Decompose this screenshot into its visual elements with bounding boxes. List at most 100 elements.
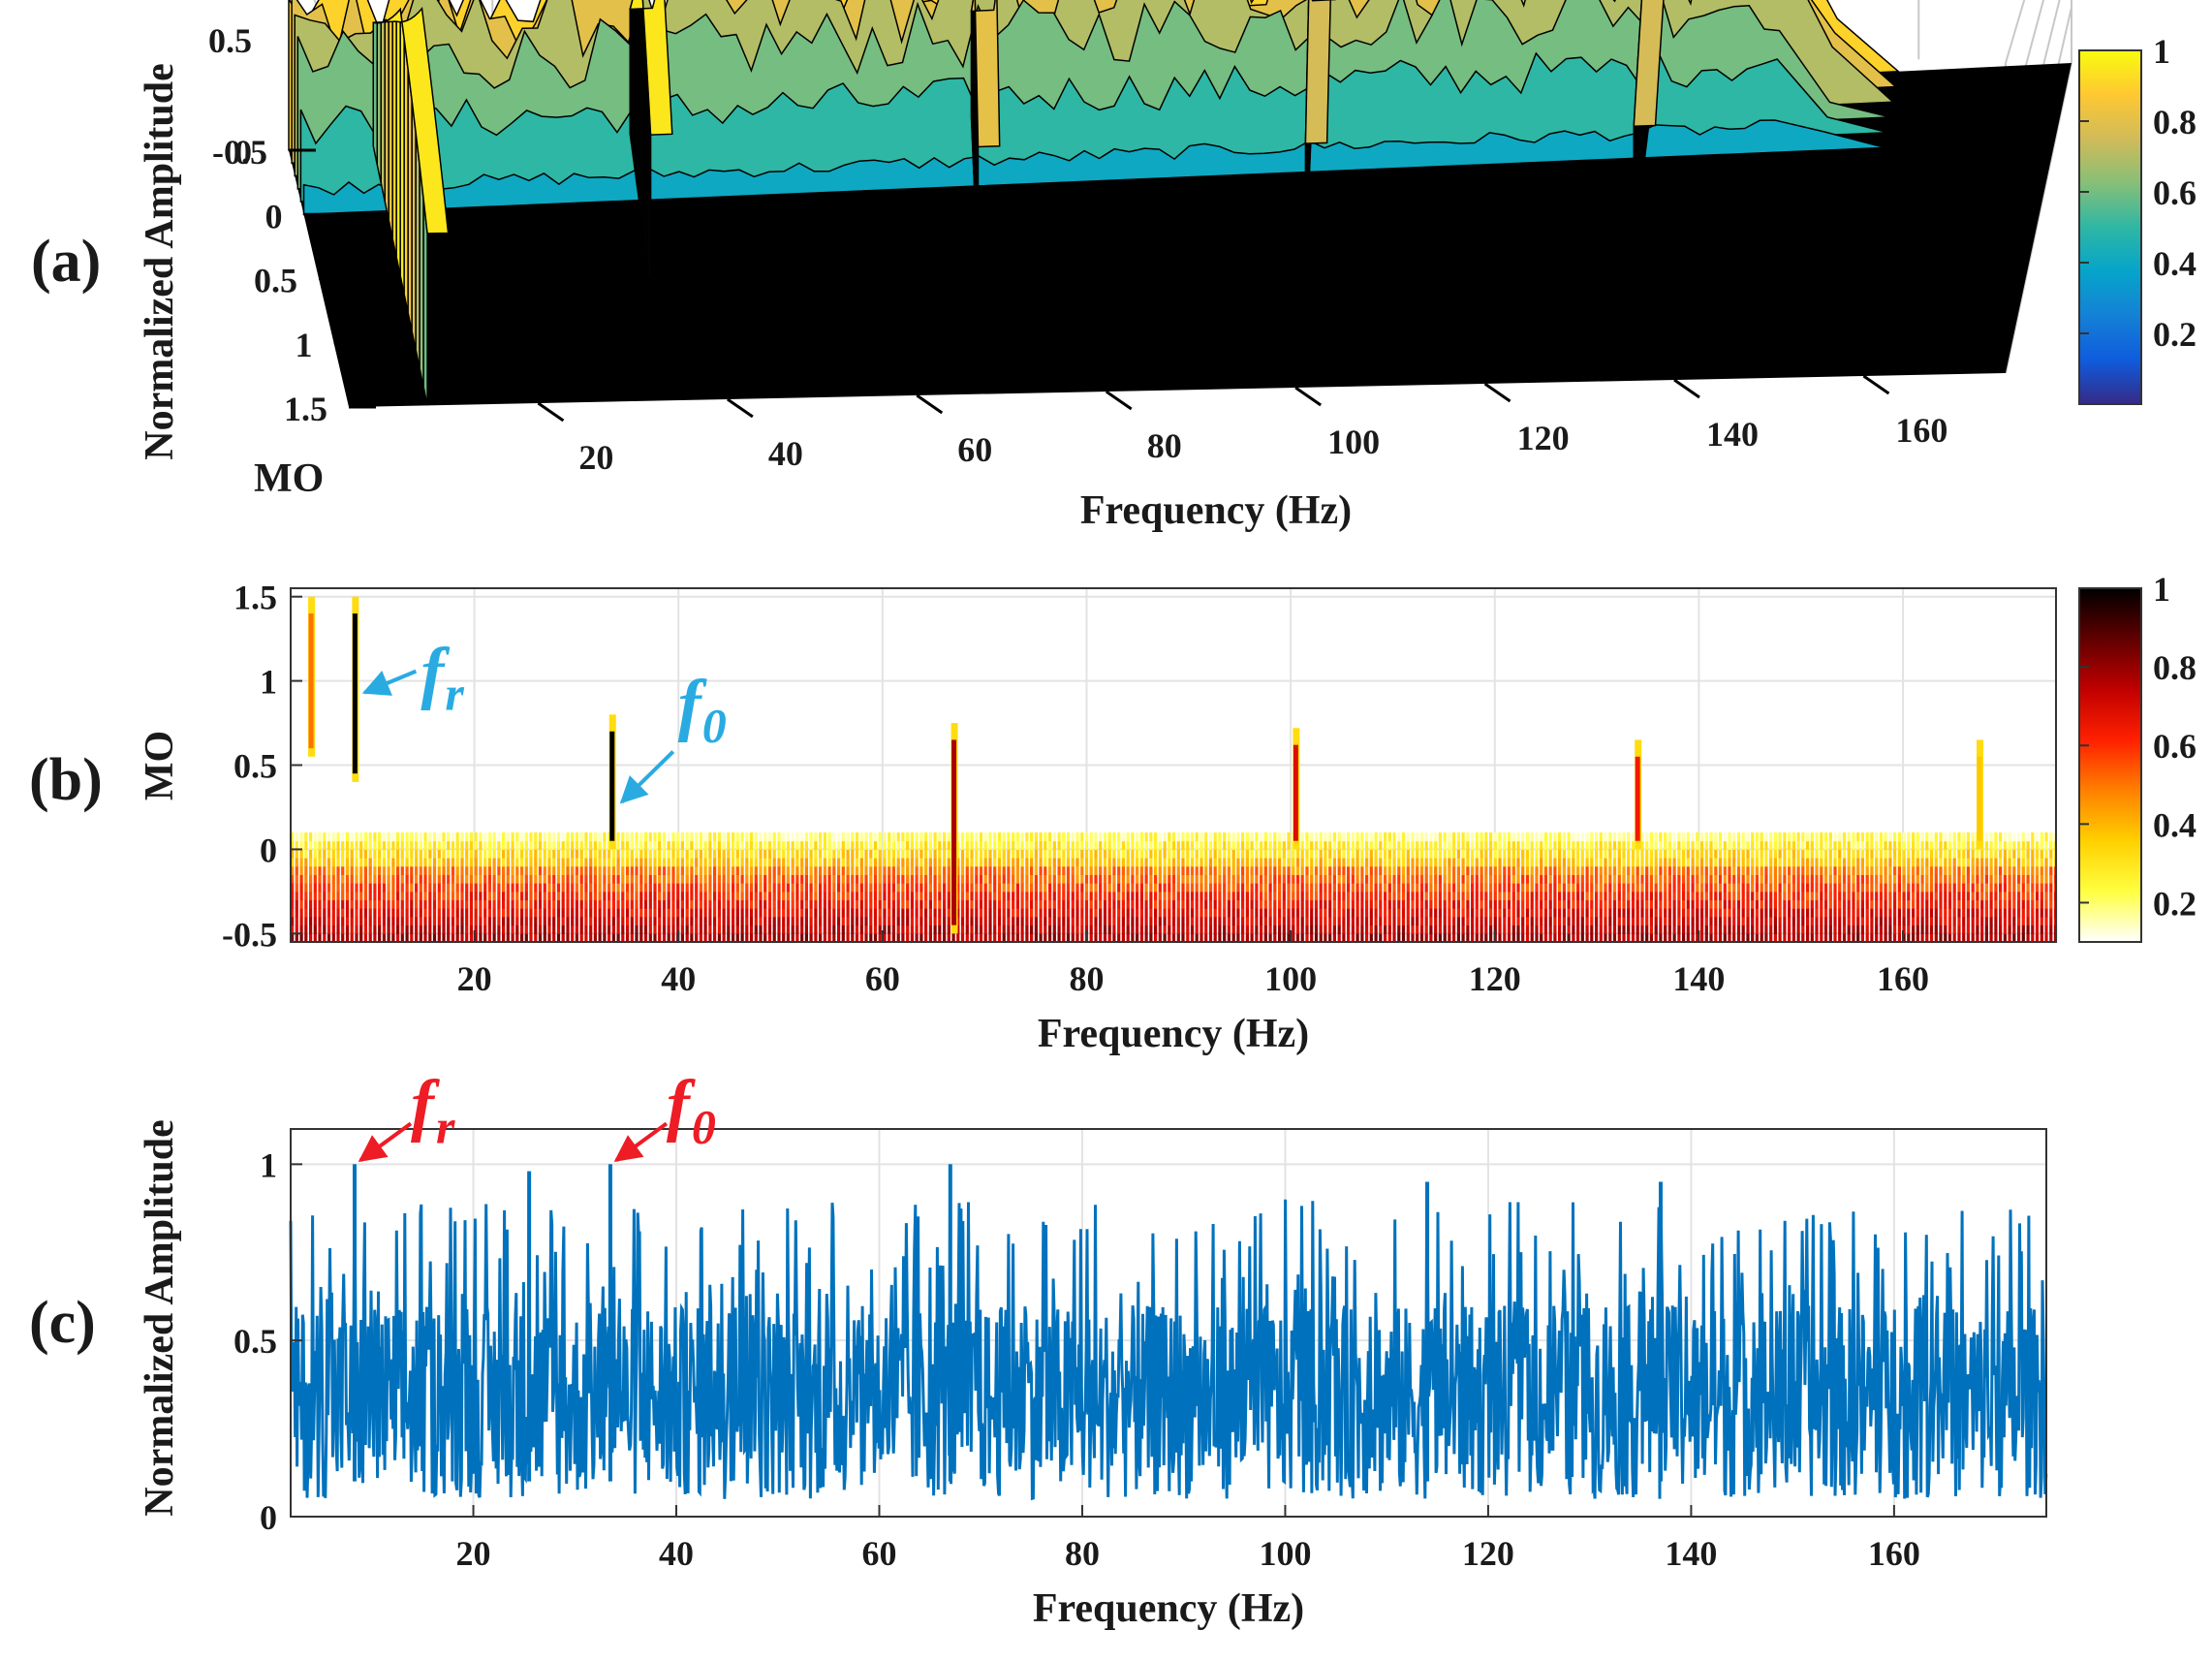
- panel-b-heat-cell: [1163, 933, 1167, 943]
- panel-b-heat-cell: [1548, 840, 1552, 850]
- panel-b-heat-cell: [713, 899, 717, 909]
- panel-b-heat-cell: [1709, 874, 1713, 884]
- panel-b-heat-cell: [1057, 883, 1061, 893]
- panel-b-heat-cell: [1856, 874, 1860, 884]
- panel-b-heat-cell: [520, 908, 524, 918]
- panel-b-heat-cell: [1176, 858, 1180, 867]
- panel-b-heat-cell: [823, 832, 826, 842]
- panel-b-heat-cell: [1328, 865, 1332, 875]
- panel-b-heat-cell: [1944, 908, 1947, 918]
- panel-b-heat-cell: [1227, 865, 1231, 875]
- panel-b-heat-cell: [1916, 899, 1919, 909]
- panel-b-heat-cell: [497, 899, 501, 909]
- panel-b-heat-cell: [777, 883, 781, 893]
- panel-b-heat-cell: [956, 883, 960, 893]
- panel-b-heat-cell: [1190, 865, 1195, 875]
- panel-a-mo-tick-label: 0.5: [254, 262, 297, 300]
- panel-b-heat-cell: [432, 908, 437, 918]
- panel-b-heat-cell: [1062, 849, 1066, 859]
- panel-b-heat-cell: [1783, 874, 1787, 884]
- panel-b-heat-cell: [465, 883, 469, 893]
- panel-b-heat-cell: [1511, 849, 1515, 859]
- panel-b-heat-cell: [1099, 925, 1103, 934]
- panel-b-heat-cell: [1351, 908, 1355, 918]
- panel-b-heat-cell: [814, 925, 818, 934]
- panel-b-heat-cell: [1723, 858, 1727, 867]
- panel-b-heat-cell: [1723, 874, 1727, 884]
- panel-b-heat-cell: [933, 883, 937, 893]
- panel-b-heat-cell: [975, 832, 979, 842]
- panel-b-heat-cell: [1984, 899, 1988, 909]
- panel-b-heat-cell: [1480, 908, 1483, 918]
- panel-b-heat-cell: [1461, 925, 1465, 934]
- panel-b-heat-cell: [671, 899, 675, 909]
- panel-b-heat-cell: [1471, 925, 1475, 934]
- panel-b-heat-cell: [1103, 874, 1107, 884]
- panel-b-heat-cell: [1448, 933, 1451, 943]
- panel-b-heat-cell: [1176, 925, 1180, 934]
- panel-b-heat-cell: [497, 916, 501, 926]
- panel-b-heat-cell: [1741, 832, 1745, 842]
- panel-b-heat-cell: [432, 865, 437, 875]
- panel-b-heat-cell: [1379, 849, 1383, 859]
- panel-b-heat-cell: [1438, 874, 1442, 884]
- panel-b-heat-cell: [432, 874, 437, 884]
- panel-b-heat-cell: [690, 916, 694, 926]
- panel-b-heat-cell: [1475, 916, 1479, 926]
- panel-b-heat-cell: [1273, 849, 1277, 859]
- panel-b-heat-cell: [777, 925, 781, 934]
- panel-b-heat-cell: [1728, 865, 1731, 875]
- panel-b-heat-cell: [1791, 849, 1795, 859]
- panel-b-heat-cell: [1295, 899, 1300, 909]
- panel-b-heat-cell: [763, 916, 767, 926]
- panel-b-heat-cell: [938, 933, 942, 943]
- panel-b-heat-cell: [295, 883, 298, 893]
- panel-b-heat-cell: [309, 874, 313, 884]
- panel-b-heat-cell: [1540, 925, 1543, 934]
- panel-b-heat-cell: [1700, 865, 1704, 875]
- panel-b-heat-cell: [1448, 874, 1451, 884]
- panel-b-heat-cell: [415, 891, 419, 901]
- panel-b-heat-cell: [901, 874, 905, 884]
- panel-b-heat-cell: [345, 865, 350, 875]
- panel-b-heat-cell: [1791, 925, 1795, 934]
- panel-b-heat-cell: [1292, 908, 1295, 918]
- panel-b-heat-cell: [690, 891, 694, 901]
- panel-b-heat-cell: [1833, 899, 1837, 909]
- panel-b-heat-cell: [368, 925, 372, 934]
- panel-b-heat-cell: [1682, 916, 1686, 926]
- panel-b-heat-cell: [442, 832, 446, 842]
- panel-b-heat-cell: [1048, 899, 1052, 909]
- panel-b-heat-cell: [455, 908, 459, 918]
- panel-b-heat-cell: [1030, 865, 1034, 875]
- panel-b-heat-cell: [1071, 832, 1075, 842]
- panel-b-heat-cell: [1604, 891, 1607, 901]
- panel-b-heat-cell: [1305, 908, 1309, 918]
- panel-b-heat-cell: [1823, 899, 1828, 909]
- panel-b-heat-cell: [1287, 849, 1291, 859]
- panel-b-heat-cell: [1897, 849, 1901, 859]
- panel-b-heat-cell: [1686, 865, 1690, 875]
- panel-b-heat-cell: [1250, 933, 1254, 943]
- panel-b-heat-cell: [1916, 840, 1919, 850]
- panel-b-heat-cell: [896, 832, 900, 842]
- panel-b-heat-cell: [846, 849, 850, 859]
- panel-b-heat-cell: [888, 832, 891, 842]
- panel-b-heat-cell: [1112, 908, 1116, 918]
- panel-b-heat-cell: [1411, 933, 1415, 943]
- panel-b-heat-cell: [643, 933, 648, 943]
- panel-b-heat-cell: [327, 891, 331, 901]
- panel-b-heat-cell: [1503, 865, 1507, 875]
- panel-b-heat-cell: [1952, 933, 1956, 943]
- panel-b-heat-cell: [1199, 832, 1203, 842]
- panel-b-heat-cell: [1131, 840, 1135, 850]
- panel-b-heat-cell: [1980, 858, 1984, 867]
- panel-b-heat-cell: [515, 832, 519, 842]
- panel-b-heat-cell: [626, 916, 630, 926]
- panel-b-heat-cell: [1879, 865, 1883, 875]
- panel-b-heat-cell: [763, 891, 767, 901]
- panel-b-heat-cell: [1856, 865, 1860, 875]
- panel-a-surface: [288, 0, 2072, 407]
- panel-b-heat-cell: [979, 916, 983, 926]
- panel-b-heat-cell: [313, 925, 317, 934]
